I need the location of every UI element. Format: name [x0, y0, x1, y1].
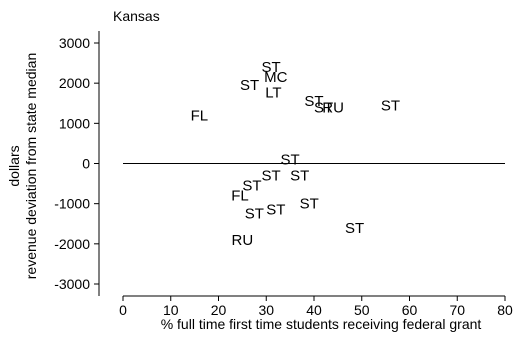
- x-tick-label: 30: [258, 302, 274, 318]
- data-point-ru: RU: [322, 99, 344, 116]
- data-point-st: ST: [266, 202, 285, 219]
- x-tick-label: 0: [119, 302, 127, 318]
- data-point-st: ST: [381, 97, 400, 114]
- data-point-st: ST: [300, 196, 319, 213]
- data-point-fl: FL: [231, 188, 249, 205]
- data-point-st: ST: [240, 77, 259, 94]
- y-axis-title-line-2: revenue deviation from state median: [23, 53, 39, 279]
- data-point-lt: LT: [265, 84, 281, 101]
- data-point-st: ST: [281, 151, 300, 168]
- x-tick-label: 80: [497, 302, 513, 318]
- data-point-mc: MC: [264, 69, 287, 86]
- y-axis-title-line-1: dollars: [6, 145, 22, 186]
- y-axis-title: dollars revenue deviation from state med…: [6, 53, 39, 279]
- data-point-st: ST: [304, 93, 323, 110]
- data-point-fl: FL: [191, 107, 209, 124]
- data-point-st: ST: [261, 59, 280, 76]
- data-point-ru: RU: [232, 232, 254, 249]
- data-point-st: ST: [261, 168, 280, 185]
- data-point-st: ST: [290, 168, 309, 185]
- y-tick-label: 3000: [59, 35, 90, 51]
- data-point-st: ST: [314, 99, 333, 116]
- chart-title: Kansas: [113, 8, 160, 24]
- plot-area: 0 10 20 30 40 50 60 70 80 -3000 -2000 -1000 0 1000 200…: [54, 31, 513, 318]
- y-tick-label: -2000: [54, 236, 90, 252]
- x-tick-label: 70: [449, 302, 465, 318]
- y-tick-label: -3000: [54, 276, 90, 292]
- x-tick-label: 60: [402, 302, 418, 318]
- y-tick-label: 2000: [59, 75, 90, 91]
- x-tick-label: 50: [354, 302, 370, 318]
- y-tick-label: -1000: [54, 196, 90, 212]
- x-tick-label: 40: [306, 302, 322, 318]
- data-point-st: ST: [242, 178, 261, 195]
- data-point-st: ST: [245, 206, 264, 223]
- data-point-st: ST: [345, 220, 364, 237]
- x-tick-label: 20: [211, 302, 227, 318]
- y-tick-label: 0: [82, 156, 90, 172]
- x-tick-label: 10: [163, 302, 179, 318]
- y-tick-label: 1000: [59, 115, 90, 131]
- x-axis-title: % full time first time students receivin…: [161, 316, 482, 332]
